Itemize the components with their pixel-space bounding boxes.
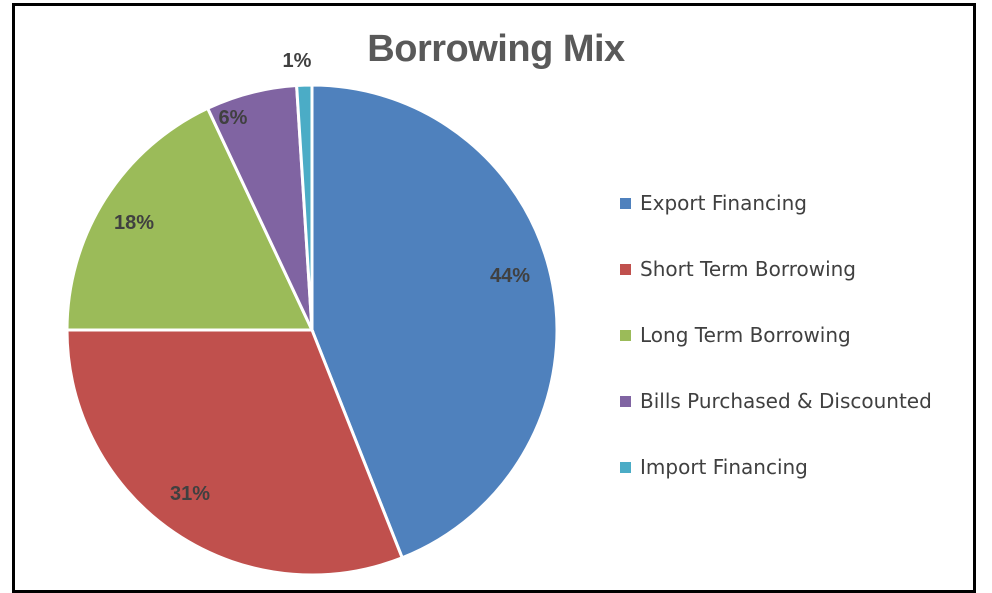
- legend-label: Import Financing: [640, 455, 808, 479]
- legend-label: Export Financing: [640, 191, 807, 215]
- legend-item-long-term-borrowing: Long Term Borrowing: [620, 302, 970, 368]
- legend-item-import-financing: Import Financing: [620, 434, 970, 500]
- chart-legend: Export Financing Short Term Borrowing Lo…: [620, 170, 970, 500]
- pie-slice-export-financing: [310, 83, 559, 560]
- pie-slice-short-term-borrowing: [65, 328, 405, 577]
- pie-chart: 44% 31% 18% 6% 1%: [65, 50, 559, 577]
- data-label: 6%: [219, 107, 248, 129]
- legend-label: Short Term Borrowing: [640, 257, 856, 281]
- data-label: 1%: [283, 50, 312, 72]
- chart-title: Borrowing Mix: [367, 28, 625, 70]
- legend-label: Bills Purchased & Discounted: [640, 389, 932, 413]
- legend-swatch: [620, 461, 631, 473]
- data-label: 31%: [170, 483, 210, 505]
- pie-slice-import-financing: [295, 83, 314, 331]
- legend-swatch: [620, 329, 631, 341]
- data-label: 18%: [114, 212, 154, 234]
- pie-data-labels: 44% 31% 18% 6% 1%: [114, 50, 530, 505]
- legend-item-short-term-borrowing: Short Term Borrowing: [620, 236, 970, 302]
- data-label: 44%: [490, 265, 530, 287]
- legend-swatch: [620, 263, 631, 275]
- pie-slice-long-term-borrowing: [65, 106, 315, 332]
- legend-label: Long Term Borrowing: [640, 323, 851, 347]
- legend-item-bills-purchased-discounted: Bills Purchased & Discounted: [620, 368, 970, 434]
- legend-swatch: [620, 197, 631, 209]
- legend-swatch: [620, 395, 631, 407]
- pie-slices: [65, 83, 559, 577]
- legend-item-export-financing: Export Financing: [620, 170, 970, 236]
